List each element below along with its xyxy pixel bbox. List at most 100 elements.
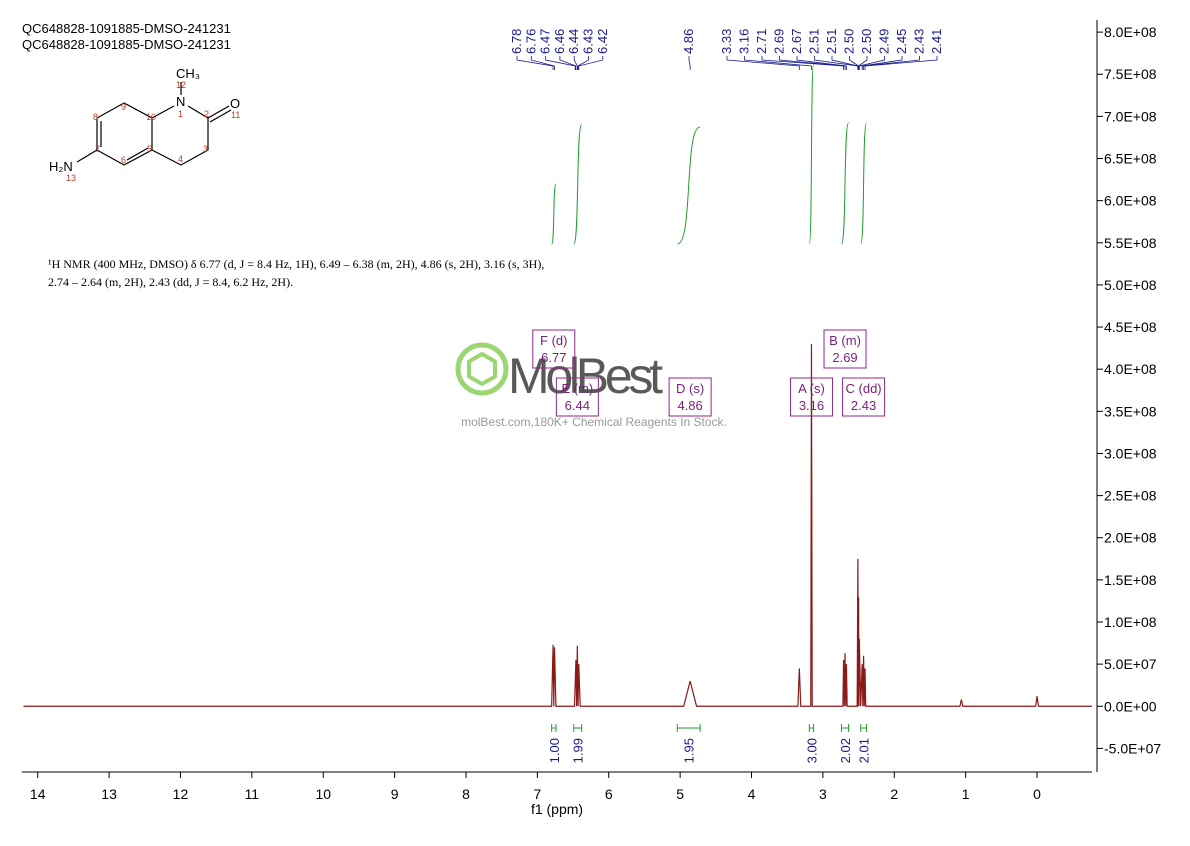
multiplet-label: E (m) (561, 381, 593, 396)
atom-number: 8 (93, 112, 98, 122)
y-tick-label: 6.0E+08 (1104, 193, 1157, 209)
y-tick-label: 2.0E+08 (1104, 530, 1157, 546)
atom-number: 12 (176, 80, 186, 90)
multiplet-shift: 6.44 (565, 398, 590, 413)
peak-label: 2.50 (859, 29, 874, 54)
multiplet-box (842, 377, 886, 417)
peak-label: 2.71 (754, 29, 769, 54)
peak-label: 6.42 (595, 29, 610, 54)
peak-label: 3.33 (719, 29, 734, 54)
peak-connector (516, 56, 554, 70)
x-tick-label: 12 (173, 786, 189, 802)
peak-connector (744, 56, 812, 70)
integral-curve (840, 122, 850, 245)
bond (207, 105, 230, 119)
x-tick-label: 1 (962, 786, 970, 802)
peak-label: 2.43 (912, 29, 927, 54)
peak-label: 6.47 (538, 29, 553, 54)
sample-id: QC648828-1091885-DMSO-241231 (22, 37, 231, 52)
peak-label: 2.50 (842, 29, 857, 54)
bond (187, 105, 209, 119)
peak-connector (578, 56, 604, 70)
integral-label: 1.00 (547, 738, 562, 763)
y-tick-label: 4.0E+08 (1104, 361, 1157, 377)
integral-curve (677, 126, 701, 245)
multiplet-label: D (s) (676, 381, 704, 396)
peak-connector (858, 56, 868, 70)
double-bond (126, 147, 149, 161)
x-tick-label: 4 (748, 786, 756, 802)
y-tick-label: 7.5E+08 (1104, 66, 1157, 82)
multiplet-box (789, 377, 833, 417)
integral-label: 1.95 (682, 738, 697, 763)
watermark: MolBest molBest.com,180K+ Chemical Reage… (455, 342, 727, 429)
peak-connector (688, 56, 691, 70)
peak-connector (545, 56, 576, 70)
y-tick-label: 8.0E+08 (1104, 24, 1157, 40)
peak-label: 2.45 (894, 29, 909, 54)
x-tick-label: 0 (1033, 786, 1041, 802)
nmr-description: 2.74 – 2.64 (m, 2H), 2.43 (dd, J = 8.4, … (48, 275, 293, 289)
multiplet-shift: 6.77 (541, 350, 566, 365)
atom-number: 3 (203, 144, 208, 154)
peak-label: 2.51 (807, 29, 822, 54)
integral-bracket (573, 724, 583, 732)
x-tick-label: 6 (605, 786, 613, 802)
integral-bracket (808, 724, 815, 732)
multiplet-box (823, 329, 867, 369)
peak-connector (779, 56, 846, 70)
y-tick-label: 2.5E+08 (1104, 488, 1157, 504)
y-tick-label: 3.0E+08 (1104, 445, 1157, 461)
integral-bracket (551, 724, 557, 732)
peak-label: 6.44 (566, 29, 581, 54)
watermark-tagline: molBest.com,180K+ Chemical Reagents In S… (461, 415, 727, 429)
multiplet-label: A (s) (798, 381, 825, 396)
peak-connector (573, 56, 578, 70)
multiplet-label: F (d) (540, 333, 567, 348)
x-tick-label: 10 (315, 786, 331, 802)
x-tick-label: 5 (676, 786, 684, 802)
x-tick-label: 9 (391, 786, 399, 802)
peak-connector (577, 56, 589, 70)
integral-label: 2.02 (838, 738, 853, 763)
x-tick-label: 11 (245, 786, 260, 802)
peak-label: 3.16 (737, 29, 752, 54)
y-tick-label: 1.5E+08 (1104, 572, 1157, 588)
peak-connector (530, 56, 555, 70)
logo-ring (455, 342, 509, 396)
watermark-logo: MolBest (508, 348, 663, 404)
peak-label: 2.41 (929, 29, 944, 54)
peak-label: 4.86 (681, 29, 696, 54)
integral-label: 3.00 (804, 738, 819, 763)
atom-number: 4 (178, 154, 183, 164)
peak-connector (858, 56, 885, 70)
atom-number: 1 (178, 109, 183, 119)
x-tick-label: 8 (462, 786, 470, 802)
peak-label: 2.51 (824, 29, 839, 54)
integral-bracket (860, 724, 867, 732)
peak-label: 2.49 (877, 29, 892, 54)
peak-connector (726, 56, 800, 70)
atom-number: 11 (231, 110, 240, 120)
y-tick-label: 7.0E+08 (1104, 108, 1157, 124)
bond (151, 105, 175, 119)
multiplet-shift: 4.86 (677, 398, 702, 413)
multiplet-box (668, 377, 712, 417)
x-axis-title: f1 (ppm) (531, 801, 583, 817)
atom-number: 9 (121, 102, 126, 112)
logo-hexagon (467, 351, 497, 387)
x-tick-label: 13 (101, 786, 117, 802)
y-tick-label: 3.5E+08 (1104, 403, 1157, 419)
x-tick-label: 7 (533, 786, 541, 802)
integral-bracket (676, 724, 701, 732)
ring (151, 118, 209, 166)
structure (76, 82, 232, 166)
integral-curve (551, 183, 557, 245)
atom-label: H₂N (49, 159, 73, 174)
integral-label: 1.99 (571, 738, 586, 763)
integral-curve (573, 124, 583, 245)
peak-connector (863, 56, 920, 70)
peak-label: 6.78 (509, 29, 524, 54)
